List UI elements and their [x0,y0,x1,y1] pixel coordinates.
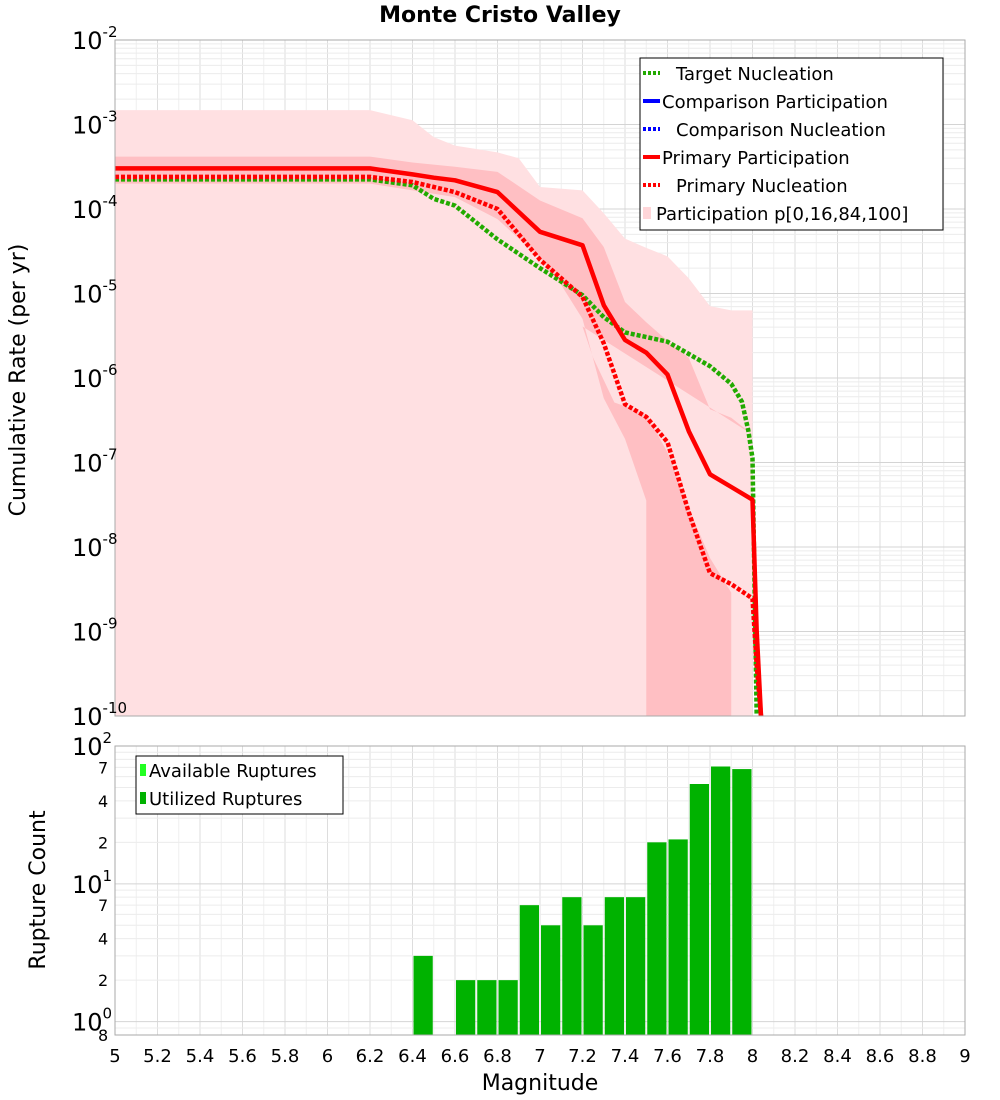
y-tick-label: 7 [98,896,108,915]
y-tick-label: 10-4 [72,192,118,224]
y-tick-label: 102 [72,729,112,761]
legend-swatch [140,764,146,776]
bar [604,897,624,1035]
x-tick-label: 6.4 [398,1046,427,1067]
x-tick-label: 5.6 [228,1046,257,1067]
legend-swatch [140,792,146,804]
chart-title: Monte Cristo Valley [379,3,621,28]
rate-legend-box [639,57,944,231]
rupture-count-legend: Available Ruptures Utilized Ruptures [135,755,344,815]
bar [413,955,433,1035]
band-p-16-84- [115,156,753,717]
legend-entry-label: Comparison Nucleation [676,120,886,141]
x-tick-label: 5.8 [271,1046,300,1067]
x-tick-label: 5.2 [143,1046,172,1067]
y-tick-label: 10-5 [72,277,118,309]
series-primary-nucleation [115,174,764,717]
x-tick-label: 6.8 [483,1046,512,1067]
bar [647,842,667,1035]
bar [689,784,709,1035]
bar [711,766,731,1035]
legend-entry-label: Primary Participation [662,148,850,169]
x-tick-label: 7 [534,1046,545,1067]
rate-y-axis-label: Cumulative Rate (per yr) [6,244,31,517]
series-primary-participation [115,166,764,717]
participation-bands [115,110,753,717]
x-tick-label: 9 [959,1046,970,1067]
legend-entry-label: Target Nucleation [675,64,834,85]
y-tick-label: 101 [72,867,112,899]
y-tick-label: 10-10 [72,699,127,731]
x-tick-label: 8.8 [908,1046,937,1067]
x-tick-label: 5 [109,1046,120,1067]
x-tick-label: 8.6 [866,1046,895,1067]
y-tick-label: 10-8 [72,530,118,562]
rupture-count-y-axis-label: Rupture Count [26,810,51,970]
rupture-legend-box [135,755,344,815]
bar [498,980,518,1035]
rate-series-lines [115,166,764,717]
x-tick-label: 5.4 [186,1046,215,1067]
x-tick-label: 8 [747,1046,758,1067]
rate-legend: Target Nucleation Comparison Participatio… [639,57,944,231]
bar [456,980,476,1035]
legend-swatch [643,207,651,219]
x-tick-label: 7.8 [696,1046,725,1067]
y-tick-label: 10-3 [72,108,118,140]
y-tick-label: 2 [98,971,108,990]
magnitude-axis-label: Magnitude [482,1071,599,1096]
series-target-nucleation [115,177,759,717]
x-tick-label: 6.2 [356,1046,385,1067]
x-tick-label: 7.4 [611,1046,640,1067]
legend-entry-label: Utilized Ruptures [149,789,302,810]
y-tick-label: 4 [98,792,108,811]
y-tick-label: 2 [98,833,108,852]
x-tick-label: 8.4 [823,1046,852,1067]
bar [477,980,497,1035]
y-tick-label: 10-7 [72,446,118,478]
bar [583,925,603,1035]
x-tick-label: 7.2 [568,1046,597,1067]
y-tick-label: 7 [98,758,108,777]
x-tick-label: 8.2 [781,1046,810,1067]
rate-y-tick-labels: 10-2 10-3 10-4 10-5 10-6 10-7 10-8 10-9 10-10 [72,23,127,731]
y-tick-label: 10-9 [72,615,118,647]
rate-plot-frame [114,39,966,717]
y-tick-label: 100 [72,1005,112,1037]
y-tick-label: 4 [98,930,108,949]
rupture-count-bars [413,766,752,1035]
bar [668,839,688,1035]
x-tick-label: 6 [322,1046,333,1067]
y-tick-label: 8 [98,1026,108,1045]
bar [519,905,539,1035]
legend-entry-label: Participation p[0,16,84,100] [656,204,908,225]
legend-entry-label: Comparison Participation [662,92,888,113]
bar [626,897,646,1035]
legend-entry-label: Available Ruptures [149,761,317,782]
y-tick-label: 10-2 [72,23,118,55]
x-tick-label: 6.6 [441,1046,470,1067]
x-tick-label: 7.6 [653,1046,682,1067]
rate-plot-panel: 10-2 10-3 10-4 10-5 10-6 10-7 10-8 10-9 10-10 Ta… [6,23,966,731]
y-tick-label: 10-6 [72,361,118,393]
bar [541,925,561,1035]
bar [562,897,582,1035]
rupture-count-frame [114,745,966,1036]
bar [732,769,752,1035]
legend-entry-label: Primary Nucleation [676,176,848,197]
magnitude-tick-labels: 5 5.2 5.4 5.6 5.8 6 6.2 6.4 6.6 6.8 7 7.2 7.4 7.6 7.8 8… [109,1046,970,1067]
